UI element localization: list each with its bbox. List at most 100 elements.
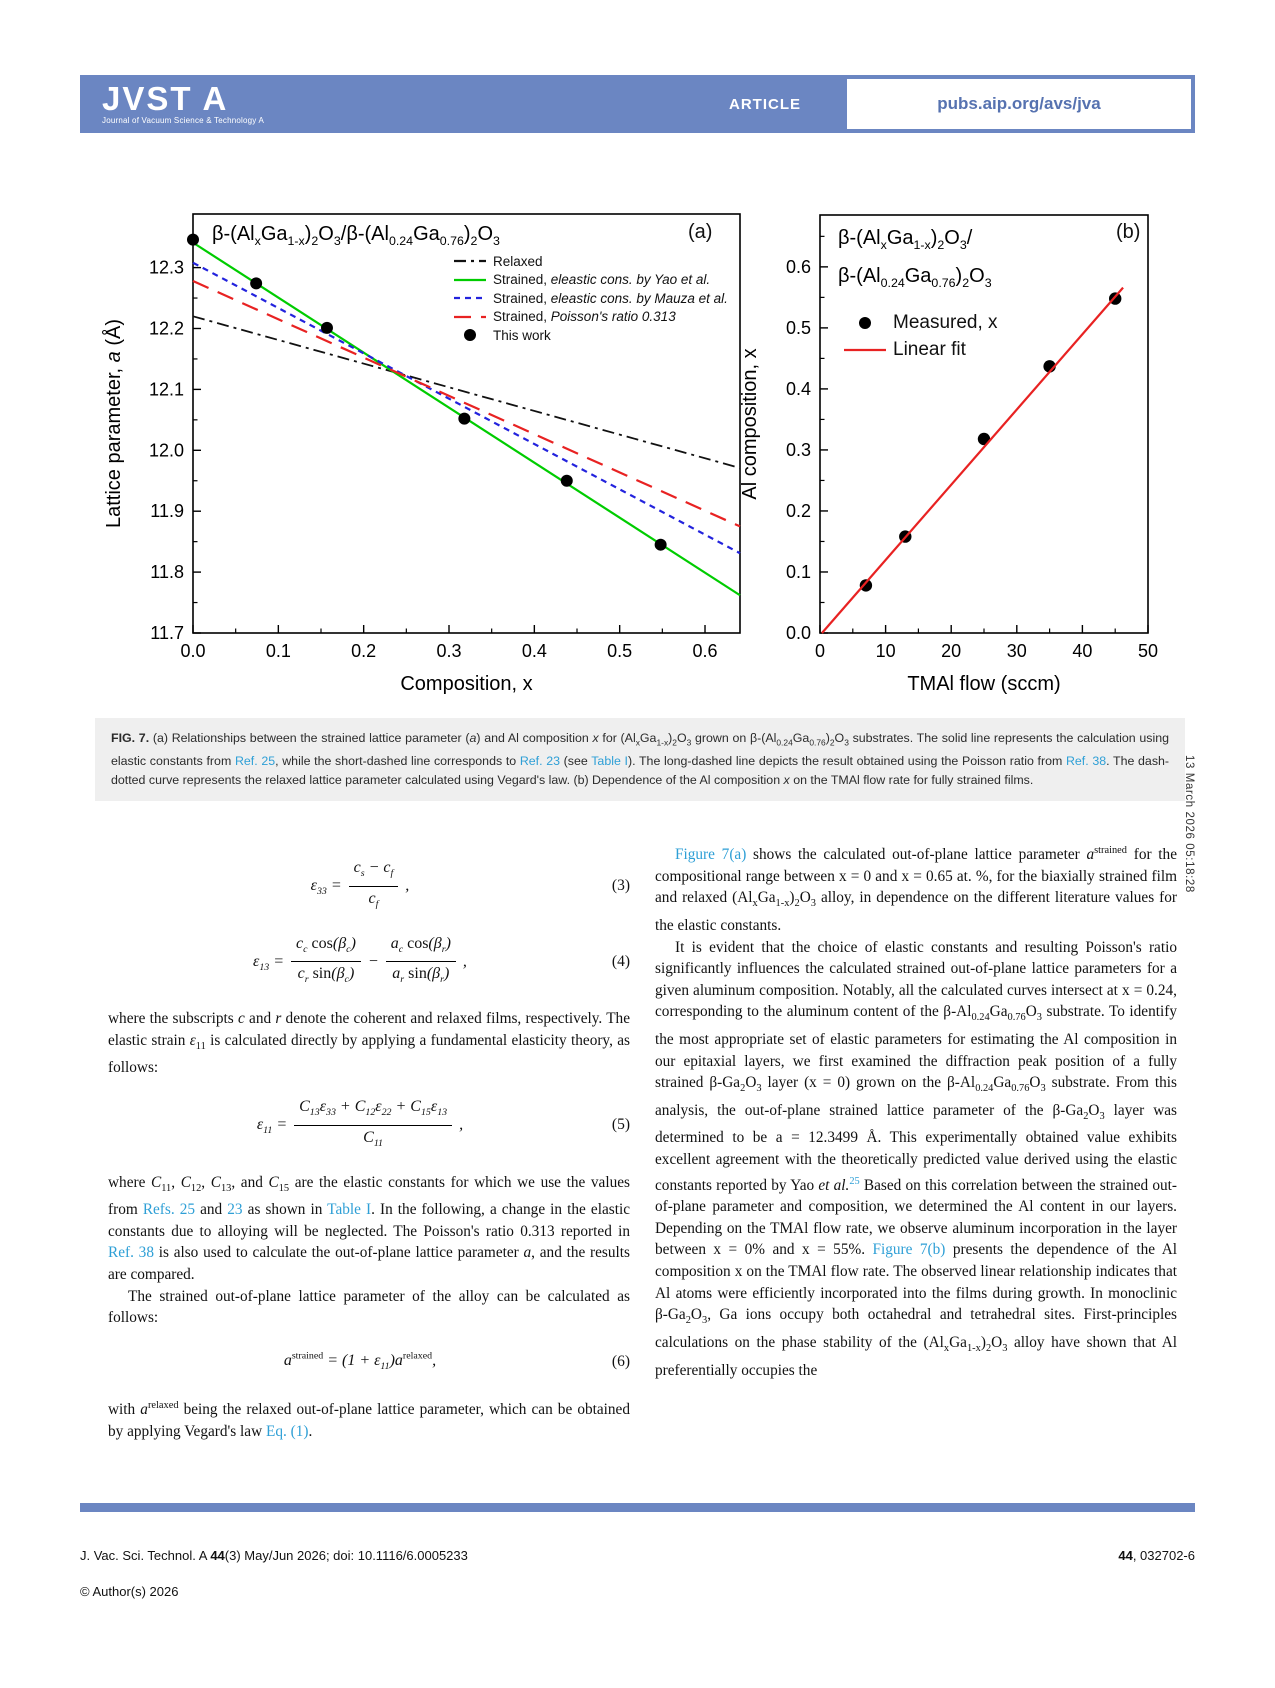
chart-title-b: β-(AlxGa1-x)2O3/β-(Al0.24Ga0.76)2O3 [838, 227, 992, 290]
reference-link[interactable]: Eq. (1) [265, 1422, 309, 1440]
header-banner: JVST A Journal of Vacuum Science & Techn… [80, 75, 1195, 133]
legend-line-sample [454, 260, 486, 263]
svg-text:0.2: 0.2 [351, 641, 376, 661]
legend-item: Strained, Poisson's ratio 0.313 [453, 308, 728, 327]
footer-citation: J. Vac. Sci. Technol. A 44(3) May/Jun 20… [80, 1548, 468, 1563]
reference-link[interactable]: Refs. 25 [142, 1201, 196, 1219]
legend-item: Strained, eleastic cons. by Mauza et al. [453, 289, 728, 308]
reference-link[interactable]: Table I [327, 1201, 372, 1219]
svg-text:Al composition, x: Al composition, x [739, 348, 761, 499]
svg-text:50: 50 [1138, 641, 1158, 661]
svg-text:11.9: 11.9 [150, 501, 184, 521]
logo-title: JVST A [102, 79, 229, 117]
svg-text:11.7: 11.7 [150, 623, 184, 643]
journal-url-box[interactable]: pubs.aip.org/avs/jva [843, 75, 1195, 133]
reference-link[interactable]: Ref. 38 [108, 1244, 154, 1262]
svg-text:0.3: 0.3 [786, 440, 811, 460]
panel-label-b: (b) [1116, 221, 1141, 243]
svg-text:TMAl flow (sccm): TMAl flow (sccm) [907, 673, 1060, 695]
jvsta-logo: JVST A Journal of Vacuum Science & Techn… [102, 79, 265, 125]
footer-page-number: 44, 032702-6 [1118, 1548, 1195, 1563]
equation-number: (5) [611, 1116, 630, 1134]
equation-body: astrained = (1 + ε11)arelaxed, [283, 1350, 437, 1373]
paragraph: It is evident that the choice of elastic… [655, 938, 1178, 1379]
svg-text:12.1: 12.1 [149, 379, 184, 399]
body-column-right: Figure 7(a) shows the calculated out-of-… [655, 840, 1177, 1381]
legend-label: Strained, eleastic cons. by Mauza et al. [493, 290, 728, 306]
equation-number: (3) [611, 877, 630, 895]
equation-3: ε33 = cs − cf cf , (3) [108, 857, 630, 916]
legend-item: Linear fit [843, 336, 998, 363]
legend-label: Linear fit [893, 338, 966, 360]
reference-link[interactable]: 25 [849, 1175, 860, 1187]
logo-subtitle: Journal of Vacuum Science & Technology A [102, 115, 265, 125]
reference-link[interactable]: Ref. 25 [234, 754, 276, 769]
reference-link[interactable]: Figure 7(a) [675, 846, 747, 864]
svg-text:0.4: 0.4 [522, 641, 547, 661]
legend-label: Relaxed [493, 253, 543, 269]
equation-body: ε33 = cs − cf cf , [108, 857, 612, 916]
legend-label: Strained, eleastic cons. by Yao et al. [493, 272, 711, 288]
equation-body: ε11 = C13ε33 + C12ε22 + C15ε13 C11 , [108, 1096, 612, 1155]
fraction: C13ε33 + C12ε22 + C15ε13 C11 [294, 1096, 453, 1155]
svg-text:Lattice parameter, a (Å): Lattice parameter, a (Å) [102, 319, 125, 528]
svg-text:0.5: 0.5 [786, 318, 811, 338]
download-timestamp: 13 March 2026 05:18:28 [1183, 755, 1195, 893]
equation-5: ε11 = C13ε33 + C12ε22 + C15ε13 C11 , (5) [108, 1096, 630, 1155]
svg-text:0.2: 0.2 [786, 501, 811, 521]
legend-marker-dot [859, 316, 871, 329]
legend-item: Measured, x [843, 309, 998, 336]
paragraph: Figure 7(a) shows the calculated out-of-… [655, 845, 1177, 934]
figure7-panel-b: 0 10 20 30 40 50 0.0 0.1 0.2 0.3 0.4 0.5 0.6 TMAl flo… [700, 185, 1165, 700]
fraction: cc cos(βc) cr sin(βc) [291, 933, 361, 992]
footer-copyright: © Author(s) 2026 [80, 1584, 179, 1599]
chart-title-a: β-(AlxGa1-x)2O3/β-(Al0.24Ga0.76)2O3 [212, 223, 500, 248]
svg-text:0.6: 0.6 [692, 641, 717, 661]
panel-label-a: (a) [688, 221, 713, 243]
figure7-caption: FIG. 7. (a) Relationships between the st… [95, 718, 1185, 802]
reference-link[interactable]: Table I [591, 754, 628, 769]
equation-number: (4) [611, 953, 630, 971]
chart-legend-b: Measured, x Linear fit [843, 309, 998, 363]
paragraph: with arelaxed being the relaxed out-of-p… [108, 1399, 630, 1440]
fraction: cs − cf cf [348, 857, 399, 916]
chart-canvas-b: 0 10 20 30 40 50 0.0 0.1 0.2 0.3 0.4 0.5 0.6 TMAl flo… [739, 214, 1158, 695]
equation-6: astrained = (1 + ε11)arelaxed, (6) [108, 1346, 630, 1378]
reference-link[interactable]: 23 [227, 1201, 243, 1219]
svg-text:12.0: 12.0 [149, 440, 184, 460]
svg-text:20: 20 [941, 641, 961, 661]
svg-text:0.3: 0.3 [436, 641, 461, 661]
svg-text:Composition, x: Composition, x [400, 673, 532, 695]
legend-item: This work [453, 326, 728, 345]
paragraph: where C11, C12, C13, and C15 are the ela… [108, 1173, 630, 1283]
svg-text:0.0: 0.0 [786, 623, 811, 643]
figure7-panel-a: 0.0 0.1 0.2 0.3 0.4 0.5 0.6 11.7 11.8 11.9 12.0 12.… [90, 185, 755, 700]
article-type-label: ARTICLE [729, 95, 801, 113]
journal-url[interactable]: pubs.aip.org/avs/jva [937, 94, 1101, 113]
paragraph: The strained out-of-plane lattice parame… [108, 1287, 630, 1327]
svg-text:0.1: 0.1 [786, 562, 811, 582]
svg-text:0.0: 0.0 [180, 641, 205, 661]
svg-text:12.3: 12.3 [149, 258, 184, 278]
equation-number: (6) [611, 1352, 630, 1370]
legend-label: Measured, x [893, 311, 998, 333]
reference-link[interactable]: Ref. 23 [519, 754, 561, 769]
svg-text:0.4: 0.4 [786, 379, 811, 399]
equation-4: ε13 = cc cos(βc) cr sin(βc) − ac cos(βr) a… [108, 933, 630, 992]
legend-item: Relaxed [453, 252, 728, 271]
legend-label: This work [493, 327, 551, 343]
chart-canvas-a: 0.0 0.1 0.2 0.3 0.4 0.5 0.6 11.7 11.8 11.9 12.0 12.… [102, 213, 741, 695]
reference-link[interactable]: Figure 7(b) [872, 1241, 946, 1259]
legend-line-sample [454, 297, 486, 300]
svg-text:0.5: 0.5 [607, 641, 632, 661]
legend-marker-dot [464, 329, 476, 342]
body-column-left: ε33 = cs − cf cf , (3) ε13 = cc cos(βc) cr s… [108, 840, 630, 1442]
chart-legend-a: Relaxed Strained, eleastic cons. by Yao e… [453, 252, 728, 345]
legend-item: Strained, eleastic cons. by Yao et al. [453, 271, 728, 290]
reference-link[interactable]: Ref. 38 [1065, 754, 1107, 769]
svg-text:0.6: 0.6 [786, 257, 811, 277]
legend-line-sample [844, 348, 886, 351]
svg-text:30: 30 [1007, 641, 1027, 661]
paragraph: where the subscripts c and r denote the … [108, 1010, 630, 1077]
